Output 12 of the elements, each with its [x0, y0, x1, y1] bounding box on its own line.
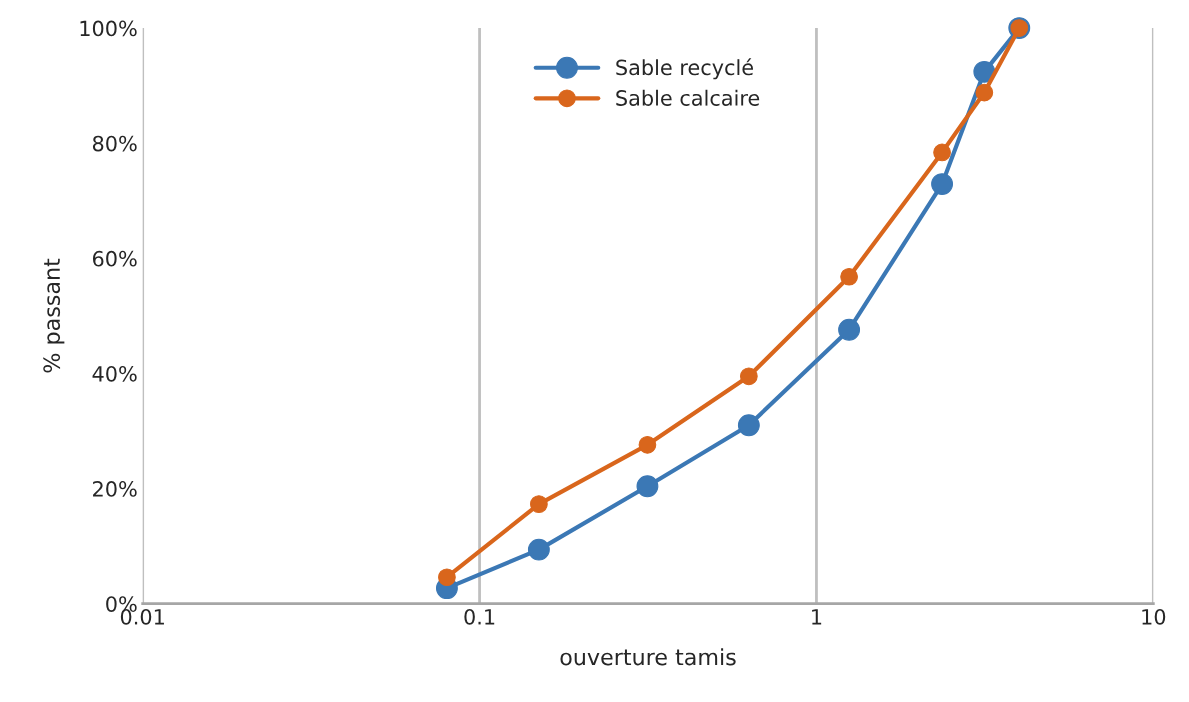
x-tick-label: 0.1 — [464, 608, 495, 625]
y-tick-label: 80% — [92, 135, 137, 152]
legend-label: Sable calcaire — [616, 89, 760, 106]
y-axis-title: % passant — [43, 258, 65, 373]
y-tick-label: 20% — [93, 481, 137, 497]
y-tick-label: 40% — [92, 365, 137, 382]
y-tick-label: 60% — [92, 250, 137, 267]
x-axis-title: ouverture tamis — [560, 648, 736, 666]
legend-label: Sable recyclé — [616, 58, 753, 80]
x-tick-label: 10 — [1142, 608, 1166, 625]
x-tick-label: 1 — [812, 609, 822, 625]
y-tick-label: 100% — [80, 20, 137, 37]
